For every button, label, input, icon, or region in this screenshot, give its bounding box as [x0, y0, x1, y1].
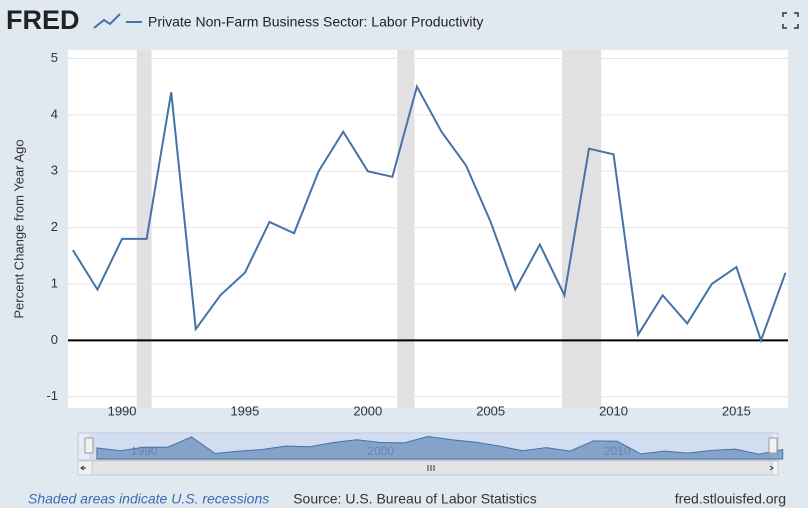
x-tick-label: 1995 [230, 403, 259, 418]
x-tick-label: 2000 [353, 403, 382, 418]
scrollbar-grip [427, 465, 435, 471]
footer-note[interactable]: Shaded areas indicate U.S. recessions [28, 491, 269, 507]
logo-icon [93, 13, 121, 29]
recession-band [136, 50, 152, 408]
x-tick-label: 2010 [599, 403, 628, 418]
y-tick-label: -1 [46, 388, 58, 403]
y-tick-label: 5 [51, 50, 58, 65]
x-tick-label: 2015 [722, 403, 751, 418]
y-axis-label: Percent Change from Year Ago [11, 139, 26, 318]
footer-url: fred.stlouisfed.org [675, 491, 786, 507]
series-line [72, 83, 787, 344]
legend-label[interactable]: Private Non-Farm Business Sector: Labor … [148, 14, 483, 30]
logo: FRED [6, 5, 80, 35]
y-tick-label: 1 [51, 275, 58, 290]
plot-area [68, 50, 788, 408]
x-tick-label: 2005 [476, 403, 505, 418]
navigator-handle[interactable] [768, 437, 778, 454]
navigator-handle[interactable] [84, 437, 94, 454]
y-tick-label: 0 [51, 332, 58, 347]
scrollbar-thumb[interactable] [91, 460, 773, 476]
fullscreen-icon[interactable] [782, 12, 799, 29]
y-tick-label: 2 [51, 219, 58, 234]
x-tick-label: 1990 [108, 403, 137, 418]
footer-source: Source: U.S. Bureau of Labor Statistics [293, 491, 537, 507]
y-tick-label: 4 [51, 106, 58, 121]
y-tick-label: 3 [51, 163, 58, 178]
scroll-right[interactable] [769, 465, 774, 471]
recession-band [561, 50, 602, 408]
scroll-left[interactable] [80, 465, 86, 471]
navigator-area [96, 436, 784, 460]
